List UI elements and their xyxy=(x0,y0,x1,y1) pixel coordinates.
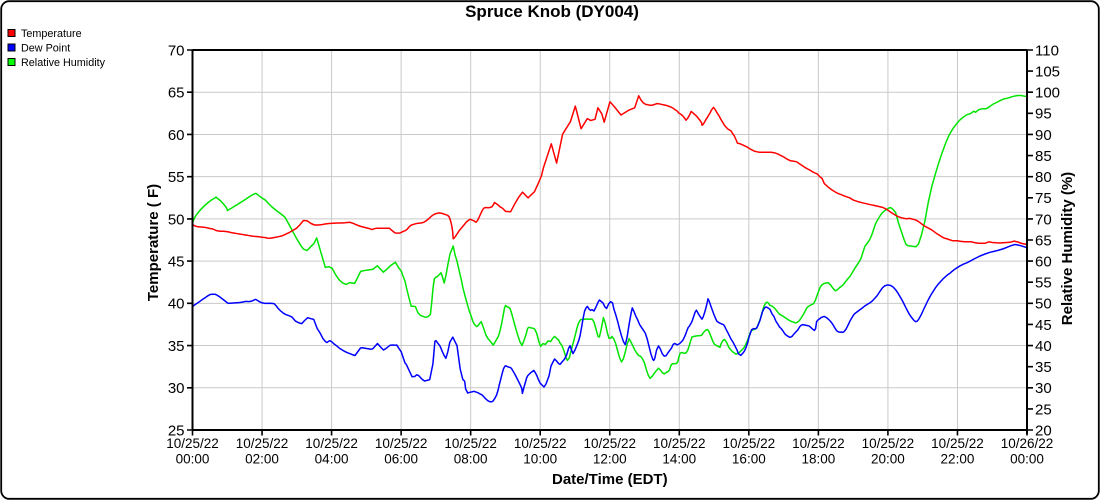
svg-text:20:00: 20:00 xyxy=(871,452,905,467)
svg-text:12:00: 12:00 xyxy=(593,452,627,467)
svg-text:10/25/22: 10/25/22 xyxy=(166,436,219,451)
svg-text:Date/Time (EDT): Date/Time (EDT) xyxy=(552,471,668,488)
svg-text:85: 85 xyxy=(1035,148,1052,165)
svg-text:10/25/22: 10/25/22 xyxy=(653,436,706,451)
svg-text:Dew Point: Dew Point xyxy=(21,43,70,55)
svg-text:30: 30 xyxy=(1035,380,1052,397)
svg-text:70: 70 xyxy=(1035,211,1052,228)
svg-text:30: 30 xyxy=(168,380,185,397)
svg-text:10/25/22: 10/25/22 xyxy=(236,436,289,451)
svg-text:10/25/22: 10/25/22 xyxy=(444,436,497,451)
svg-text:35: 35 xyxy=(168,338,185,355)
svg-text:Relative Humidity (%): Relative Humidity (%) xyxy=(1059,172,1076,325)
svg-text:20: 20 xyxy=(1035,422,1052,439)
svg-text:105: 105 xyxy=(1035,64,1060,81)
svg-text:110: 110 xyxy=(1035,42,1059,59)
svg-text:02:00: 02:00 xyxy=(245,452,279,467)
svg-text:10/25/22: 10/25/22 xyxy=(931,436,984,451)
svg-text:40: 40 xyxy=(168,296,185,313)
svg-text:25: 25 xyxy=(1035,401,1052,418)
svg-text:65: 65 xyxy=(1035,232,1052,249)
svg-text:55: 55 xyxy=(1035,275,1052,292)
svg-text:60: 60 xyxy=(168,127,185,144)
svg-text:04:00: 04:00 xyxy=(315,452,349,467)
svg-text:22:00: 22:00 xyxy=(941,452,975,467)
svg-text:10/25/22: 10/25/22 xyxy=(723,436,776,451)
svg-text:55: 55 xyxy=(168,169,185,186)
svg-text:65: 65 xyxy=(168,85,185,102)
svg-text:14:00: 14:00 xyxy=(662,452,696,467)
svg-text:75: 75 xyxy=(1035,190,1052,207)
svg-text:45: 45 xyxy=(1035,317,1052,334)
svg-text:50: 50 xyxy=(1035,296,1052,313)
svg-text:Spruce Knob (DY004): Spruce Knob (DY004) xyxy=(465,2,639,21)
svg-text:40: 40 xyxy=(1035,338,1052,355)
svg-text:Temperature: Temperature xyxy=(21,28,82,40)
svg-text:70: 70 xyxy=(168,42,185,59)
svg-text:10/25/22: 10/25/22 xyxy=(375,436,428,451)
svg-text:10/26/22: 10/26/22 xyxy=(1001,436,1054,451)
svg-text:80: 80 xyxy=(1035,169,1052,186)
svg-text:50: 50 xyxy=(168,211,185,228)
svg-text:95: 95 xyxy=(1035,106,1052,123)
svg-text:10:00: 10:00 xyxy=(523,452,557,467)
svg-text:10/25/22: 10/25/22 xyxy=(305,436,358,451)
svg-text:60: 60 xyxy=(1035,254,1052,271)
svg-text:25: 25 xyxy=(168,422,185,439)
svg-text:100: 100 xyxy=(1035,85,1060,102)
svg-text:90: 90 xyxy=(1035,127,1052,144)
svg-text:10/25/22: 10/25/22 xyxy=(514,436,567,451)
svg-text:10/25/22: 10/25/22 xyxy=(583,436,636,451)
svg-text:08:00: 08:00 xyxy=(454,452,488,467)
svg-text:Temperature ( F): Temperature ( F) xyxy=(145,184,162,301)
svg-text:35: 35 xyxy=(1035,359,1052,376)
svg-text:00:00: 00:00 xyxy=(176,452,210,467)
svg-text:10/25/22: 10/25/22 xyxy=(792,436,845,451)
svg-text:00:00: 00:00 xyxy=(1010,452,1044,467)
svg-text:16:00: 16:00 xyxy=(732,452,766,467)
svg-text:18:00: 18:00 xyxy=(801,452,835,467)
svg-text:10/25/22: 10/25/22 xyxy=(862,436,915,451)
svg-text:45: 45 xyxy=(168,254,185,271)
svg-text:Relative Humidity: Relative Humidity xyxy=(21,57,106,69)
svg-text:06:00: 06:00 xyxy=(384,452,418,467)
